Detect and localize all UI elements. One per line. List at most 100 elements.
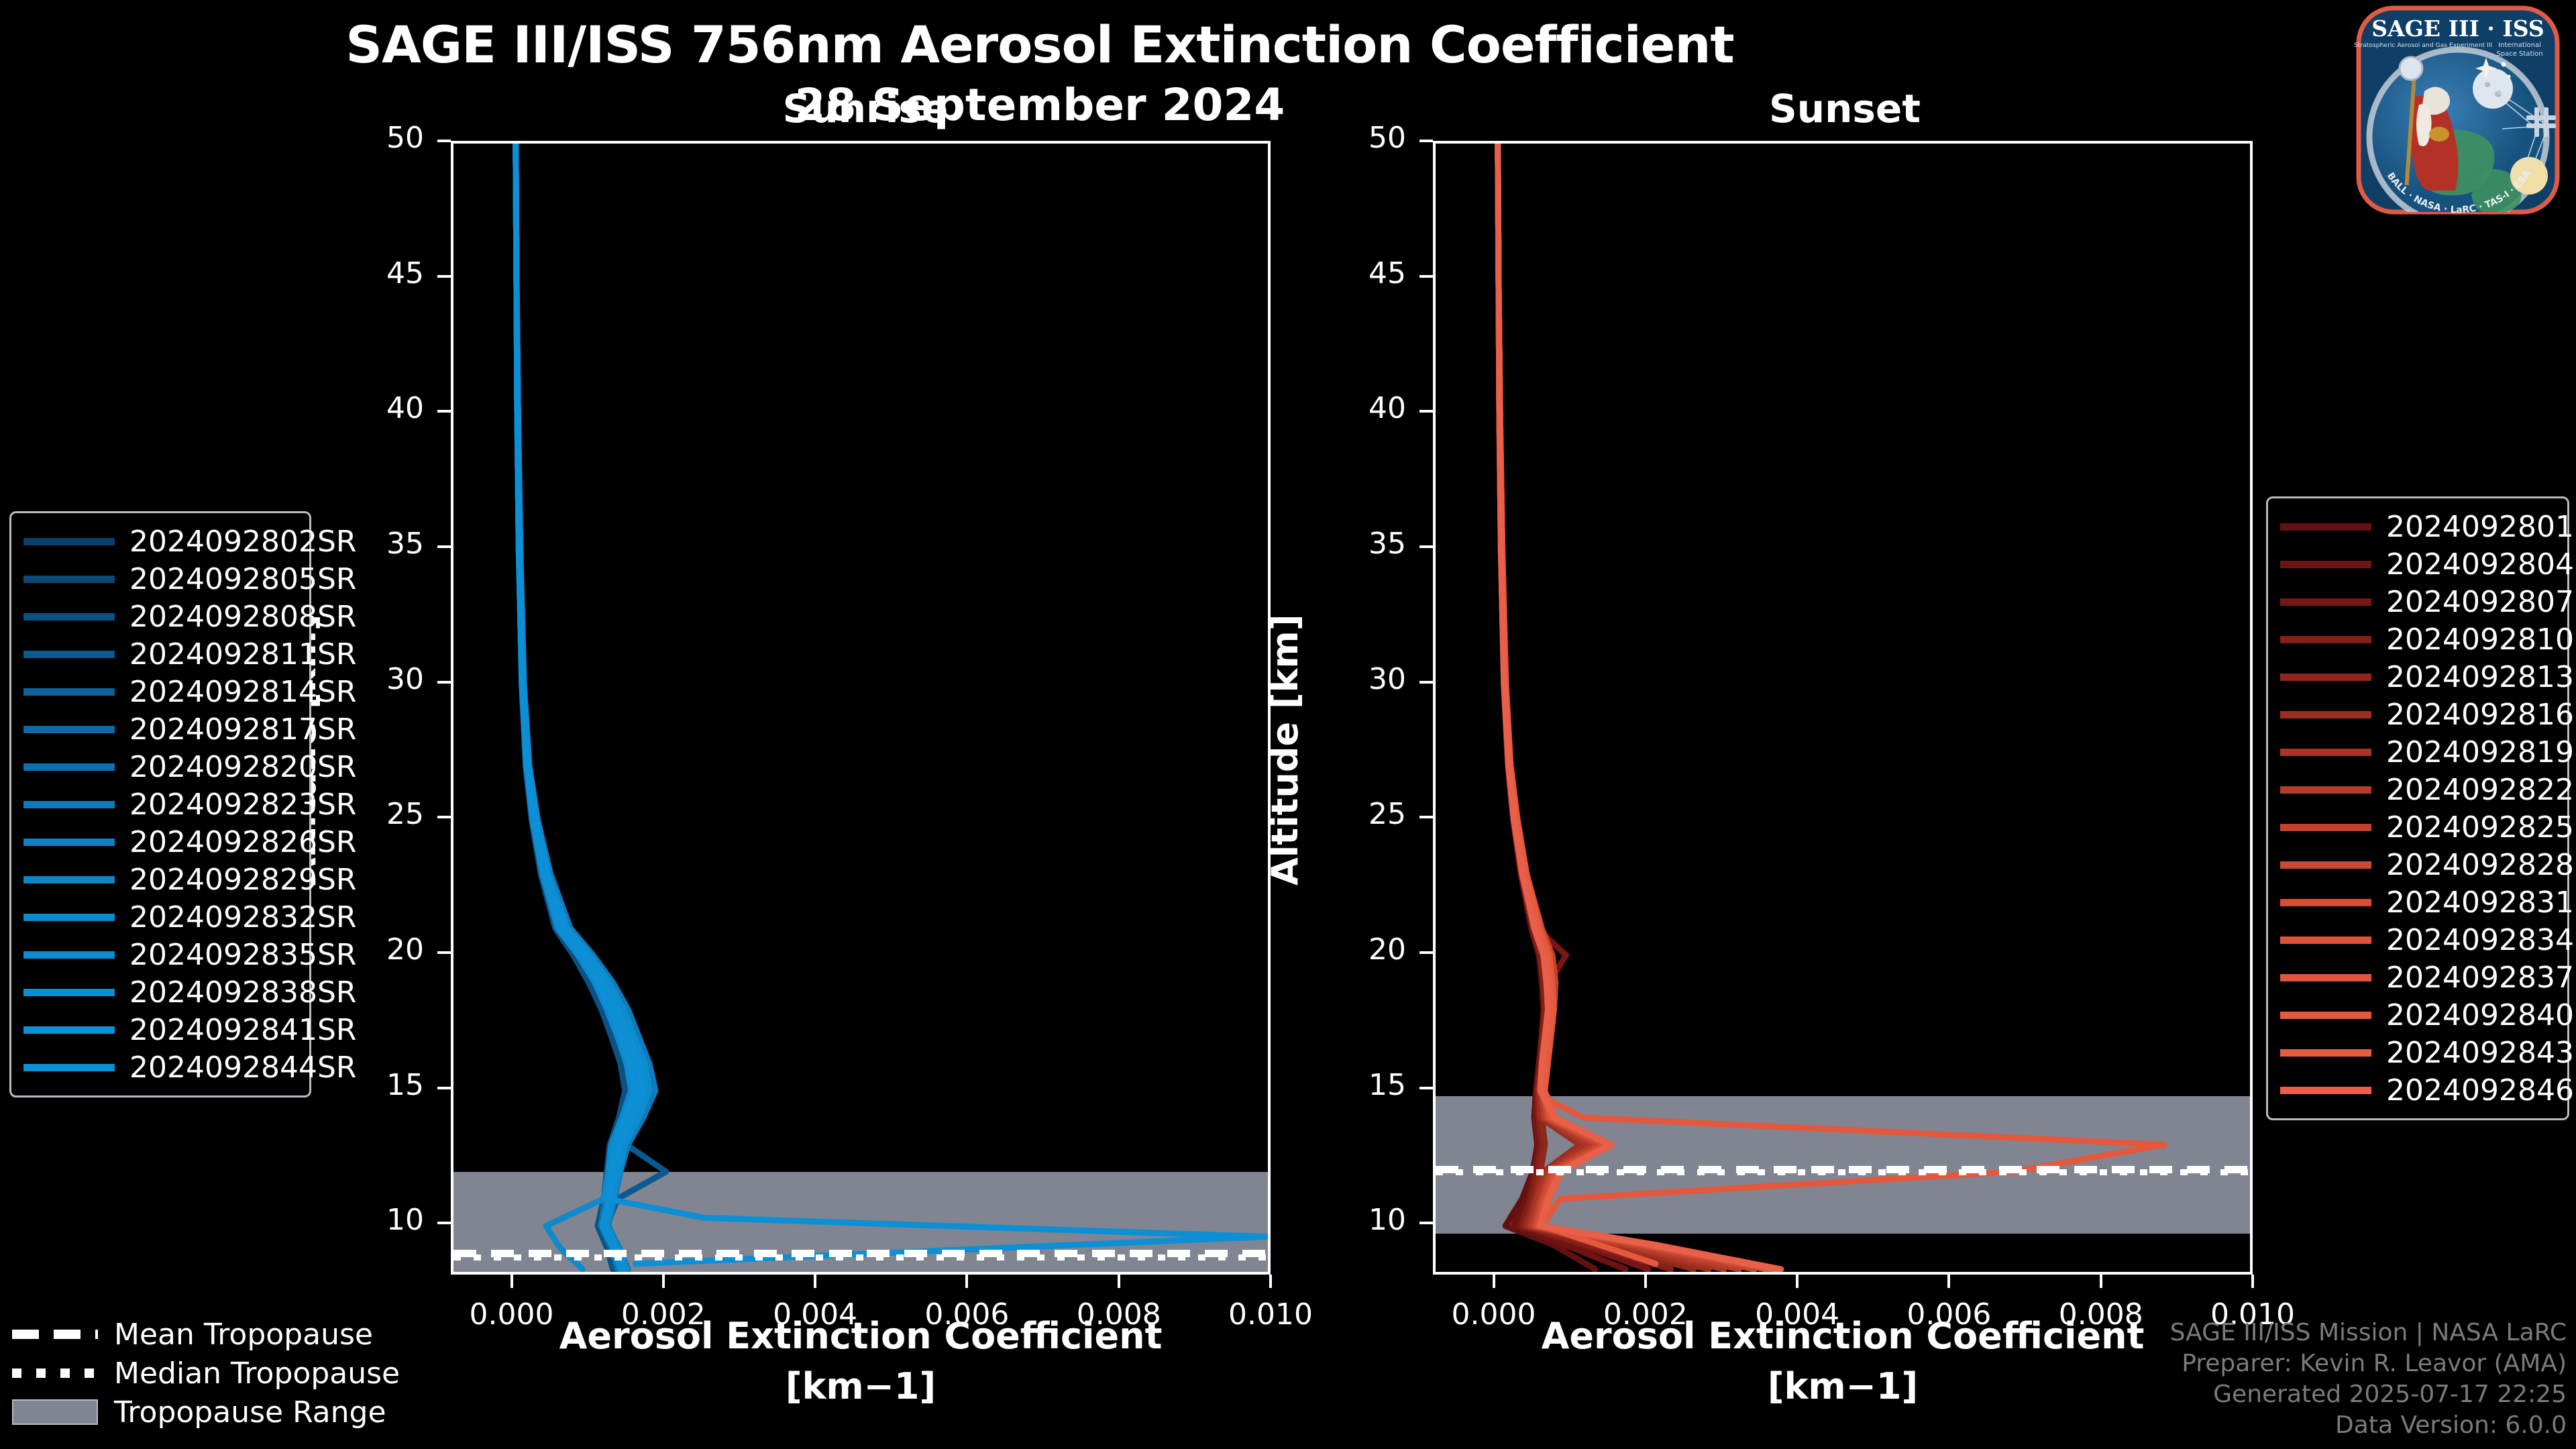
legend-item[interactable]: 2024092837SS xyxy=(2280,959,2576,996)
legend-color-swatch xyxy=(2280,560,2371,568)
legend-item-mean-tropopause: Mean Tropopause xyxy=(12,1315,441,1354)
y-axis-tick xyxy=(1419,274,1433,278)
y-axis-tick xyxy=(437,140,451,142)
date-subtitle: 28 September 2024 xyxy=(794,79,1285,131)
legend-item-label: 2024092802SR xyxy=(129,524,357,559)
x-axis-tick-label: 0.004 xyxy=(1755,1297,1840,1332)
legend-item[interactable]: 2024092813SS xyxy=(2280,658,2576,696)
legend-item[interactable]: 2024092832SR xyxy=(23,898,356,936)
footer-mission: SAGE III/ISS Mission | NASA LaRC xyxy=(2169,1318,2567,1346)
legend-item-label: 2024092814SR xyxy=(129,674,357,709)
legend-item[interactable]: 2024092801SS xyxy=(2280,508,2576,545)
sunrise-plot-panel xyxy=(451,141,1271,1275)
legend-color-swatch xyxy=(23,725,115,733)
legend-item-label: 2024092832SR xyxy=(129,900,357,934)
legend-item[interactable]: 2024092802SR xyxy=(23,523,356,560)
legend-item[interactable]: 2024092829SR xyxy=(23,861,356,898)
legend-item-label: 2024092804SS xyxy=(2386,547,2576,582)
legend-item[interactable]: 2024092820SR xyxy=(23,748,356,786)
legend-item[interactable]: 2024092814SR xyxy=(23,673,356,710)
x-axis-tick xyxy=(510,1275,513,1288)
profile-line xyxy=(1495,144,1697,1272)
legend-item[interactable]: 2024092804SS xyxy=(2280,545,2576,583)
y-axis-tick-label: 35 xyxy=(386,527,424,561)
y-axis-tick xyxy=(1419,545,1433,548)
x-axis-tick-label: 0.002 xyxy=(1603,1297,1688,1332)
dashed-line-icon xyxy=(12,1328,98,1341)
y-axis-tick xyxy=(437,274,451,278)
footer-generated: Generated 2025-07-17 22:25 xyxy=(2213,1380,2567,1408)
legend-item[interactable]: 2024092822SS xyxy=(2280,771,2576,808)
x-axis-tick-label: 0.006 xyxy=(924,1297,1010,1332)
legend-item[interactable]: 2024092811SR xyxy=(23,635,356,673)
legend-item[interactable]: 2024092841SR xyxy=(23,1011,356,1049)
y-axis-tick xyxy=(437,1222,451,1225)
sunset-x-axis-units: [km−1] xyxy=(1767,1365,1919,1407)
y-axis-tick xyxy=(1419,410,1433,413)
legend-color-swatch xyxy=(23,688,115,696)
sunrise-profile-lines xyxy=(513,144,1268,1272)
legend-item[interactable]: 2024092823SR xyxy=(23,786,356,823)
x-axis-tick xyxy=(2251,1275,2254,1288)
legend-item[interactable]: 2024092819SS xyxy=(2280,733,2576,771)
profile-line xyxy=(513,144,636,1272)
logo-title: SAGE III · ISS xyxy=(2371,15,2544,42)
legend-item[interactable]: 2024092846SS xyxy=(2280,1071,2576,1109)
median-tropopause-line xyxy=(1436,1169,2250,1175)
logo-subtitle-left: Stratospheric Aerosol and Gas Experiment… xyxy=(2354,42,2492,49)
sage-iii-iss-logo: SAGE III · ISS Stratospheric Aerosol and… xyxy=(2344,3,2572,217)
median-tropopause-line xyxy=(453,1254,1268,1260)
legend-item[interactable]: 2024092825SS xyxy=(2280,808,2576,846)
legend-item[interactable]: 2024092831SS xyxy=(2280,883,2576,921)
legend-item[interactable]: 2024092843SS xyxy=(2280,1034,2576,1071)
legend-item[interactable]: 2024092817SR xyxy=(23,710,356,748)
legend-color-swatch xyxy=(2280,973,2371,981)
y-axis-tick xyxy=(437,410,451,413)
sunrise-legend[interactable]: 2024092802SR 2024092805SR 2024092808SR 2024… xyxy=(9,511,356,1097)
legend-color-swatch xyxy=(23,612,115,621)
legend-item-label: 2024092831SS xyxy=(2386,885,2576,920)
legend-item-label: 2024092837SS xyxy=(2386,960,2576,995)
sunset-plot-panel xyxy=(1433,141,2253,1275)
legend-item[interactable]: 2024092828SS xyxy=(2280,846,2576,883)
legend-item[interactable]: 2024092826SR xyxy=(23,823,356,861)
legend-item[interactable]: 2024092840SS xyxy=(2280,996,2576,1034)
legend-item[interactable]: 2024092816SS xyxy=(2280,696,2576,733)
legend-color-swatch xyxy=(23,650,115,658)
y-axis-tick xyxy=(437,816,451,819)
legend-item-label: 2024092801SS xyxy=(2386,509,2576,544)
legend-item-label: 2024092844SR xyxy=(129,1050,357,1085)
legend-label-mean: Mean Tropopause xyxy=(114,1317,373,1352)
legend-color-swatch xyxy=(2280,1049,2371,1057)
legend-item[interactable]: 2024092834SS xyxy=(2280,921,2576,959)
x-axis-tick-label: 0.006 xyxy=(1907,1297,1992,1332)
logo-subtitle-right-1: International xyxy=(2498,42,2541,49)
legend-item-label: 2024092834SS xyxy=(2386,922,2576,957)
profile-line xyxy=(513,144,629,1272)
legend-item[interactable]: 2024092838SR xyxy=(23,973,356,1011)
y-axis-tick-label: 25 xyxy=(1368,797,1406,832)
x-axis-tick xyxy=(814,1275,817,1288)
legend-item[interactable]: 2024092807SS xyxy=(2280,583,2576,621)
legend-item[interactable]: 2024092805SR xyxy=(23,560,356,598)
legend-item[interactable]: 2024092808SR xyxy=(23,598,356,635)
legend-item[interactable]: 2024092810SS xyxy=(2280,621,2576,658)
sunset-legend[interactable]: 2024092801SS2024092804SS2024092807SS2024… xyxy=(2266,496,2576,1120)
profile-line xyxy=(1495,144,1652,1272)
legend-item[interactable]: 2024092844SR xyxy=(23,1049,356,1086)
y-axis-tick-label: 40 xyxy=(1368,391,1406,426)
y-axis-tick xyxy=(1419,1086,1433,1089)
legend-item-label: 2024092820SR xyxy=(129,749,357,784)
legend-label-median: Median Tropopause xyxy=(114,1356,400,1391)
legend-item-label: 2024092825SS xyxy=(2386,810,2576,845)
x-axis-tick xyxy=(965,1275,969,1288)
x-axis-tick-label: 0.000 xyxy=(1451,1297,1536,1332)
footer-metadata: SAGE III/ISS Mission | NASA LaRC Prepare… xyxy=(2170,1318,2567,1441)
legend-item[interactable]: 2024092835SR xyxy=(23,936,356,973)
legend-item-label: 2024092807SS xyxy=(2386,584,2576,619)
legend-color-swatch xyxy=(2280,635,2371,643)
profile-line xyxy=(1495,144,1712,1272)
profile-line xyxy=(1495,144,1674,1272)
profile-line xyxy=(513,144,1268,1267)
y-axis-tick-label: 50 xyxy=(1368,121,1406,155)
